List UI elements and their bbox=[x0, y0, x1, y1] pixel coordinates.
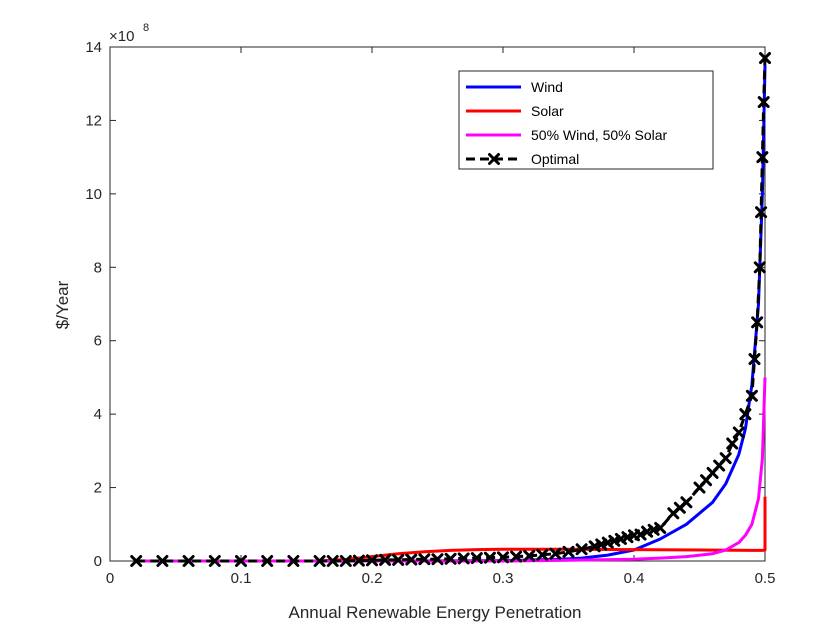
legend[interactable]: Wind Solar 50% Wind, 50% Solar Optimal bbox=[458, 70, 714, 170]
data-point-optimal bbox=[444, 552, 457, 565]
x-tick-label: 0.4 bbox=[624, 570, 645, 587]
y-tick-label: 12 bbox=[85, 112, 102, 129]
data-point-optimal bbox=[726, 437, 739, 450]
legend-marker-optimal bbox=[488, 153, 500, 165]
data-point-optimal bbox=[366, 554, 378, 567]
data-point-optimal bbox=[379, 553, 392, 566]
x-axis-title: Annual Renewable Energy Penetration bbox=[289, 603, 582, 622]
data-point-optimal bbox=[739, 408, 752, 421]
data-point-optimal bbox=[287, 555, 300, 567]
x-tick-label: 0.2 bbox=[362, 570, 383, 587]
data-point-optimal bbox=[457, 552, 470, 565]
legend-label-solar: Solar bbox=[531, 103, 564, 119]
data-point-optimal bbox=[757, 96, 770, 109]
data-point-optimal bbox=[575, 543, 588, 556]
data-point-optimal bbox=[732, 426, 745, 439]
data-point-optimal bbox=[431, 553, 444, 566]
data-point-optimal bbox=[751, 316, 764, 329]
data-point-optimal bbox=[405, 553, 418, 566]
data-point-optimal bbox=[654, 521, 667, 534]
data-point-optimal bbox=[352, 554, 365, 567]
y-tick-label: 2 bbox=[94, 480, 102, 497]
data-point-optimal bbox=[755, 206, 768, 219]
data-point-optimal bbox=[313, 555, 326, 567]
data-point-optimal bbox=[536, 548, 549, 561]
data-point-optimal bbox=[497, 551, 509, 564]
data-point-optimal bbox=[634, 528, 647, 541]
data-point-optimal bbox=[745, 389, 758, 402]
data-point-optimal bbox=[756, 151, 769, 164]
y-tick-label: 4 bbox=[94, 406, 102, 423]
x-tick-label: 0.1 bbox=[231, 570, 252, 587]
y-tick-label: 8 bbox=[94, 259, 102, 276]
y-axis-title: $/Year bbox=[53, 280, 72, 329]
data-point-optimal bbox=[326, 555, 339, 567]
data-point-optimal bbox=[130, 555, 143, 567]
data-point-optimal bbox=[680, 496, 693, 509]
data-point-optimal bbox=[562, 545, 575, 558]
data-point-optimal bbox=[156, 555, 169, 567]
data-point-optimal bbox=[235, 555, 247, 567]
y-tick-label: 14 bbox=[85, 39, 102, 56]
y-tick-label: 6 bbox=[94, 333, 102, 350]
data-point-optimal bbox=[339, 555, 352, 567]
y-exponent-base: ×10 bbox=[109, 28, 134, 45]
data-point-optimal bbox=[759, 52, 771, 65]
x-tick-label: 0 bbox=[106, 570, 114, 587]
data-point-optimal bbox=[719, 452, 732, 465]
plot-area bbox=[130, 52, 771, 567]
x-tick-label: 0.5 bbox=[755, 570, 776, 587]
data-point-optimal bbox=[392, 553, 405, 566]
y-tick-label: 0 bbox=[94, 553, 102, 570]
data-point-optimal bbox=[510, 550, 523, 563]
data-point-optimal bbox=[753, 261, 766, 274]
data-point-optimal bbox=[208, 555, 221, 567]
series-line-optimal bbox=[136, 57, 767, 563]
data-point-optimal bbox=[182, 555, 195, 567]
data-point-optimal bbox=[418, 553, 431, 566]
y-exponent-power: 8 bbox=[143, 22, 149, 34]
data-point-optimal bbox=[748, 353, 761, 366]
data-point-optimal bbox=[523, 549, 536, 562]
y-tick-label: 10 bbox=[85, 186, 102, 203]
legend-label-optimal: Optimal bbox=[531, 151, 579, 167]
legend-label-50-wind-50-solar: 50% Wind, 50% Solar bbox=[531, 127, 668, 143]
data-point-optimal bbox=[261, 555, 274, 567]
data-point-optimal bbox=[470, 552, 483, 565]
legend-label-wind: Wind bbox=[531, 79, 563, 95]
data-point-optimal bbox=[483, 551, 496, 564]
x-tick-label: 0.3 bbox=[493, 570, 514, 587]
data-point-optimal bbox=[549, 547, 562, 560]
